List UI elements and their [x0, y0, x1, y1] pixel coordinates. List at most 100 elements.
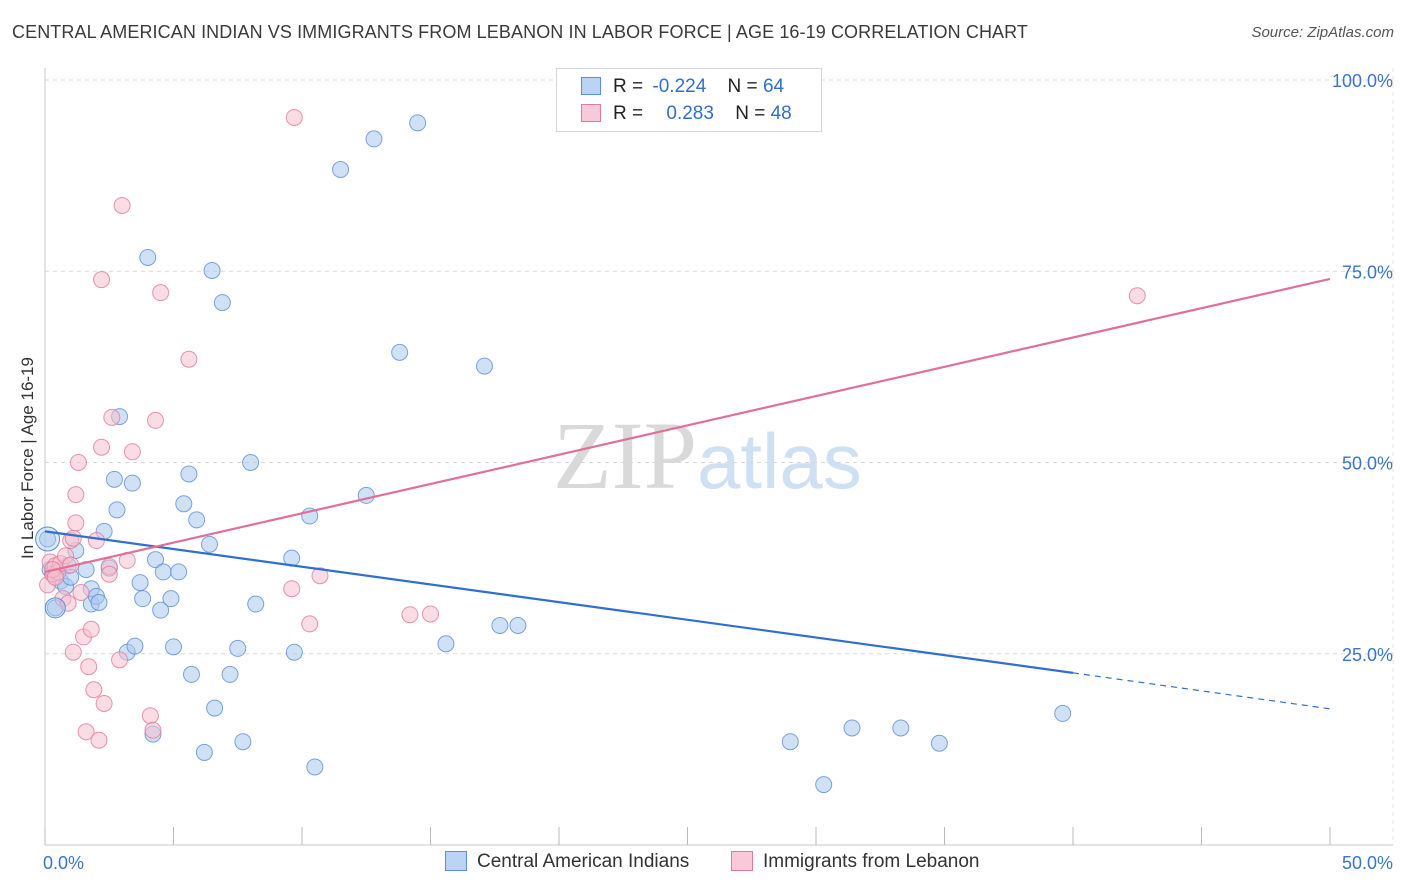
blue-point-55 — [437, 635, 455, 653]
pink-point-12 — [67, 514, 85, 532]
blue-point-13 — [90, 593, 108, 611]
legend-n-label-blue: N = — [727, 76, 758, 97]
blue-point-49 — [306, 758, 324, 776]
pink-point-30 — [113, 196, 131, 214]
blue-point-37 — [200, 535, 218, 553]
blue-point-36 — [195, 743, 213, 761]
blue-point-29 — [162, 590, 180, 608]
blue-point-62 — [892, 719, 910, 737]
y-tick-label-100: 100.0% — [1332, 71, 1393, 91]
pink-point-17 — [77, 723, 95, 741]
legend-row-pink: R = 0.283 N = 48 — [581, 103, 792, 125]
blue-point-59 — [781, 733, 799, 751]
blue-point-23 — [134, 590, 152, 608]
blue-point-27 — [152, 601, 170, 619]
y-tick-label-75: 75.0% — [1342, 262, 1393, 282]
pink-point-43 — [422, 605, 439, 623]
pink-point-27 — [100, 565, 118, 583]
pink-point-25 — [95, 694, 113, 712]
pink-point-42 — [401, 606, 419, 624]
blue-point-60 — [815, 776, 833, 794]
stats-legend: R = -0.224 N = 64 R = 0.283 N = 48 — [556, 68, 822, 132]
legend-r-value-blue: -0.224 — [652, 76, 707, 97]
pink-point-44 — [1128, 287, 1146, 305]
blue-point-56 — [475, 357, 493, 375]
pink-point-41 — [311, 567, 329, 585]
x-tick-label-max: 50.0% — [1342, 853, 1393, 873]
legend-n-value-pink: 48 — [770, 103, 792, 124]
blue-point-58 — [509, 616, 527, 634]
bottom-legend-pink: Immigrants from Lebanon — [731, 851, 980, 873]
blue-point-42 — [229, 639, 247, 657]
pink-point-21 — [87, 532, 105, 550]
pink-point-11 — [64, 643, 82, 661]
blue-trend-extension — [1072, 672, 1331, 710]
pink-point-38 — [283, 580, 301, 598]
legend-r-value-pink: 0.283 — [666, 103, 714, 124]
blue-point-large — [44, 597, 66, 619]
legend-r-label-blue: R = — [613, 76, 644, 97]
blue-point-16 — [105, 470, 123, 488]
bottom-legend-swatch-blue — [445, 851, 467, 871]
chart-title: CENTRAL AMERICAN INDIAN VS IMMIGRANTS FR… — [12, 22, 1029, 42]
watermark-zip: ZIP — [553, 402, 697, 509]
blue-point-26 — [147, 551, 165, 569]
blue-trend-line — [44, 530, 1074, 674]
blue-point-63 — [930, 734, 948, 752]
blue-point-22 — [131, 574, 149, 592]
blue-point-44 — [242, 454, 260, 471]
pink-point-15 — [72, 584, 90, 602]
pink-point-28 — [103, 408, 121, 426]
legend-swatch-blue — [581, 77, 601, 95]
blue-point-21 — [126, 637, 144, 655]
blue-point-57 — [491, 616, 509, 634]
pink-point-39 — [285, 108, 303, 126]
pink-point-29 — [111, 651, 129, 669]
pink-point-19 — [82, 620, 100, 638]
pink-point-24 — [93, 438, 111, 456]
pink-point-35 — [147, 411, 165, 429]
blue-point-34 — [182, 665, 200, 683]
bottom-legend-label-blue: Central American Indians — [477, 851, 690, 872]
blue-point-40 — [213, 294, 231, 312]
blue-point-52 — [365, 130, 383, 148]
watermark-atlas: atlas — [697, 417, 862, 505]
blue-point-61 — [843, 719, 861, 737]
blue-point-53 — [391, 343, 409, 361]
blue-point-38 — [203, 261, 221, 279]
blue-point-35 — [188, 511, 206, 529]
blue-point-30 — [165, 638, 182, 656]
legend-r-label-pink: R = — [613, 103, 644, 124]
blue-point-31 — [170, 563, 188, 581]
blue-point-39 — [206, 699, 224, 717]
bottom-legend-label-pink: Immigrants from Lebanon — [763, 851, 980, 872]
pink-point-18 — [80, 658, 98, 676]
pink-point-36 — [152, 284, 170, 302]
blue-point-64 — [1054, 704, 1072, 722]
pink-trend-line — [44, 277, 1331, 573]
bottom-legend-swatch-pink — [731, 851, 753, 871]
pink-point-34 — [144, 721, 162, 739]
pink-point-23 — [93, 271, 111, 289]
pink-point-32 — [123, 443, 141, 461]
legend-swatch-pink — [581, 104, 601, 122]
source-credit: Source: ZipAtlas.com — [1251, 24, 1394, 41]
blue-point-32 — [175, 495, 193, 513]
blue-point-43 — [234, 733, 252, 751]
legend-n-label-pink: N = — [735, 103, 766, 124]
pink-point-40 — [301, 615, 319, 633]
watermark: ZIPatlas — [553, 400, 862, 511]
y-tick-label-25: 25.0% — [1342, 645, 1393, 665]
y-axis-label: In Labor Force | Age 16-19 — [18, 357, 37, 559]
pink-point-33 — [141, 707, 159, 725]
pink-point-37 — [180, 350, 198, 368]
blue-point-50 — [332, 161, 350, 179]
blue-point-41 — [221, 665, 239, 683]
legend-row-blue: R = -0.224 N = 64 — [581, 76, 784, 98]
pink-point-13 — [67, 486, 85, 504]
bottom-legend-blue: Central American Indians — [445, 851, 689, 873]
x-tick-label-min: 0.0% — [43, 853, 84, 873]
blue-point-33 — [180, 465, 198, 483]
blue-point-24 — [139, 248, 157, 266]
